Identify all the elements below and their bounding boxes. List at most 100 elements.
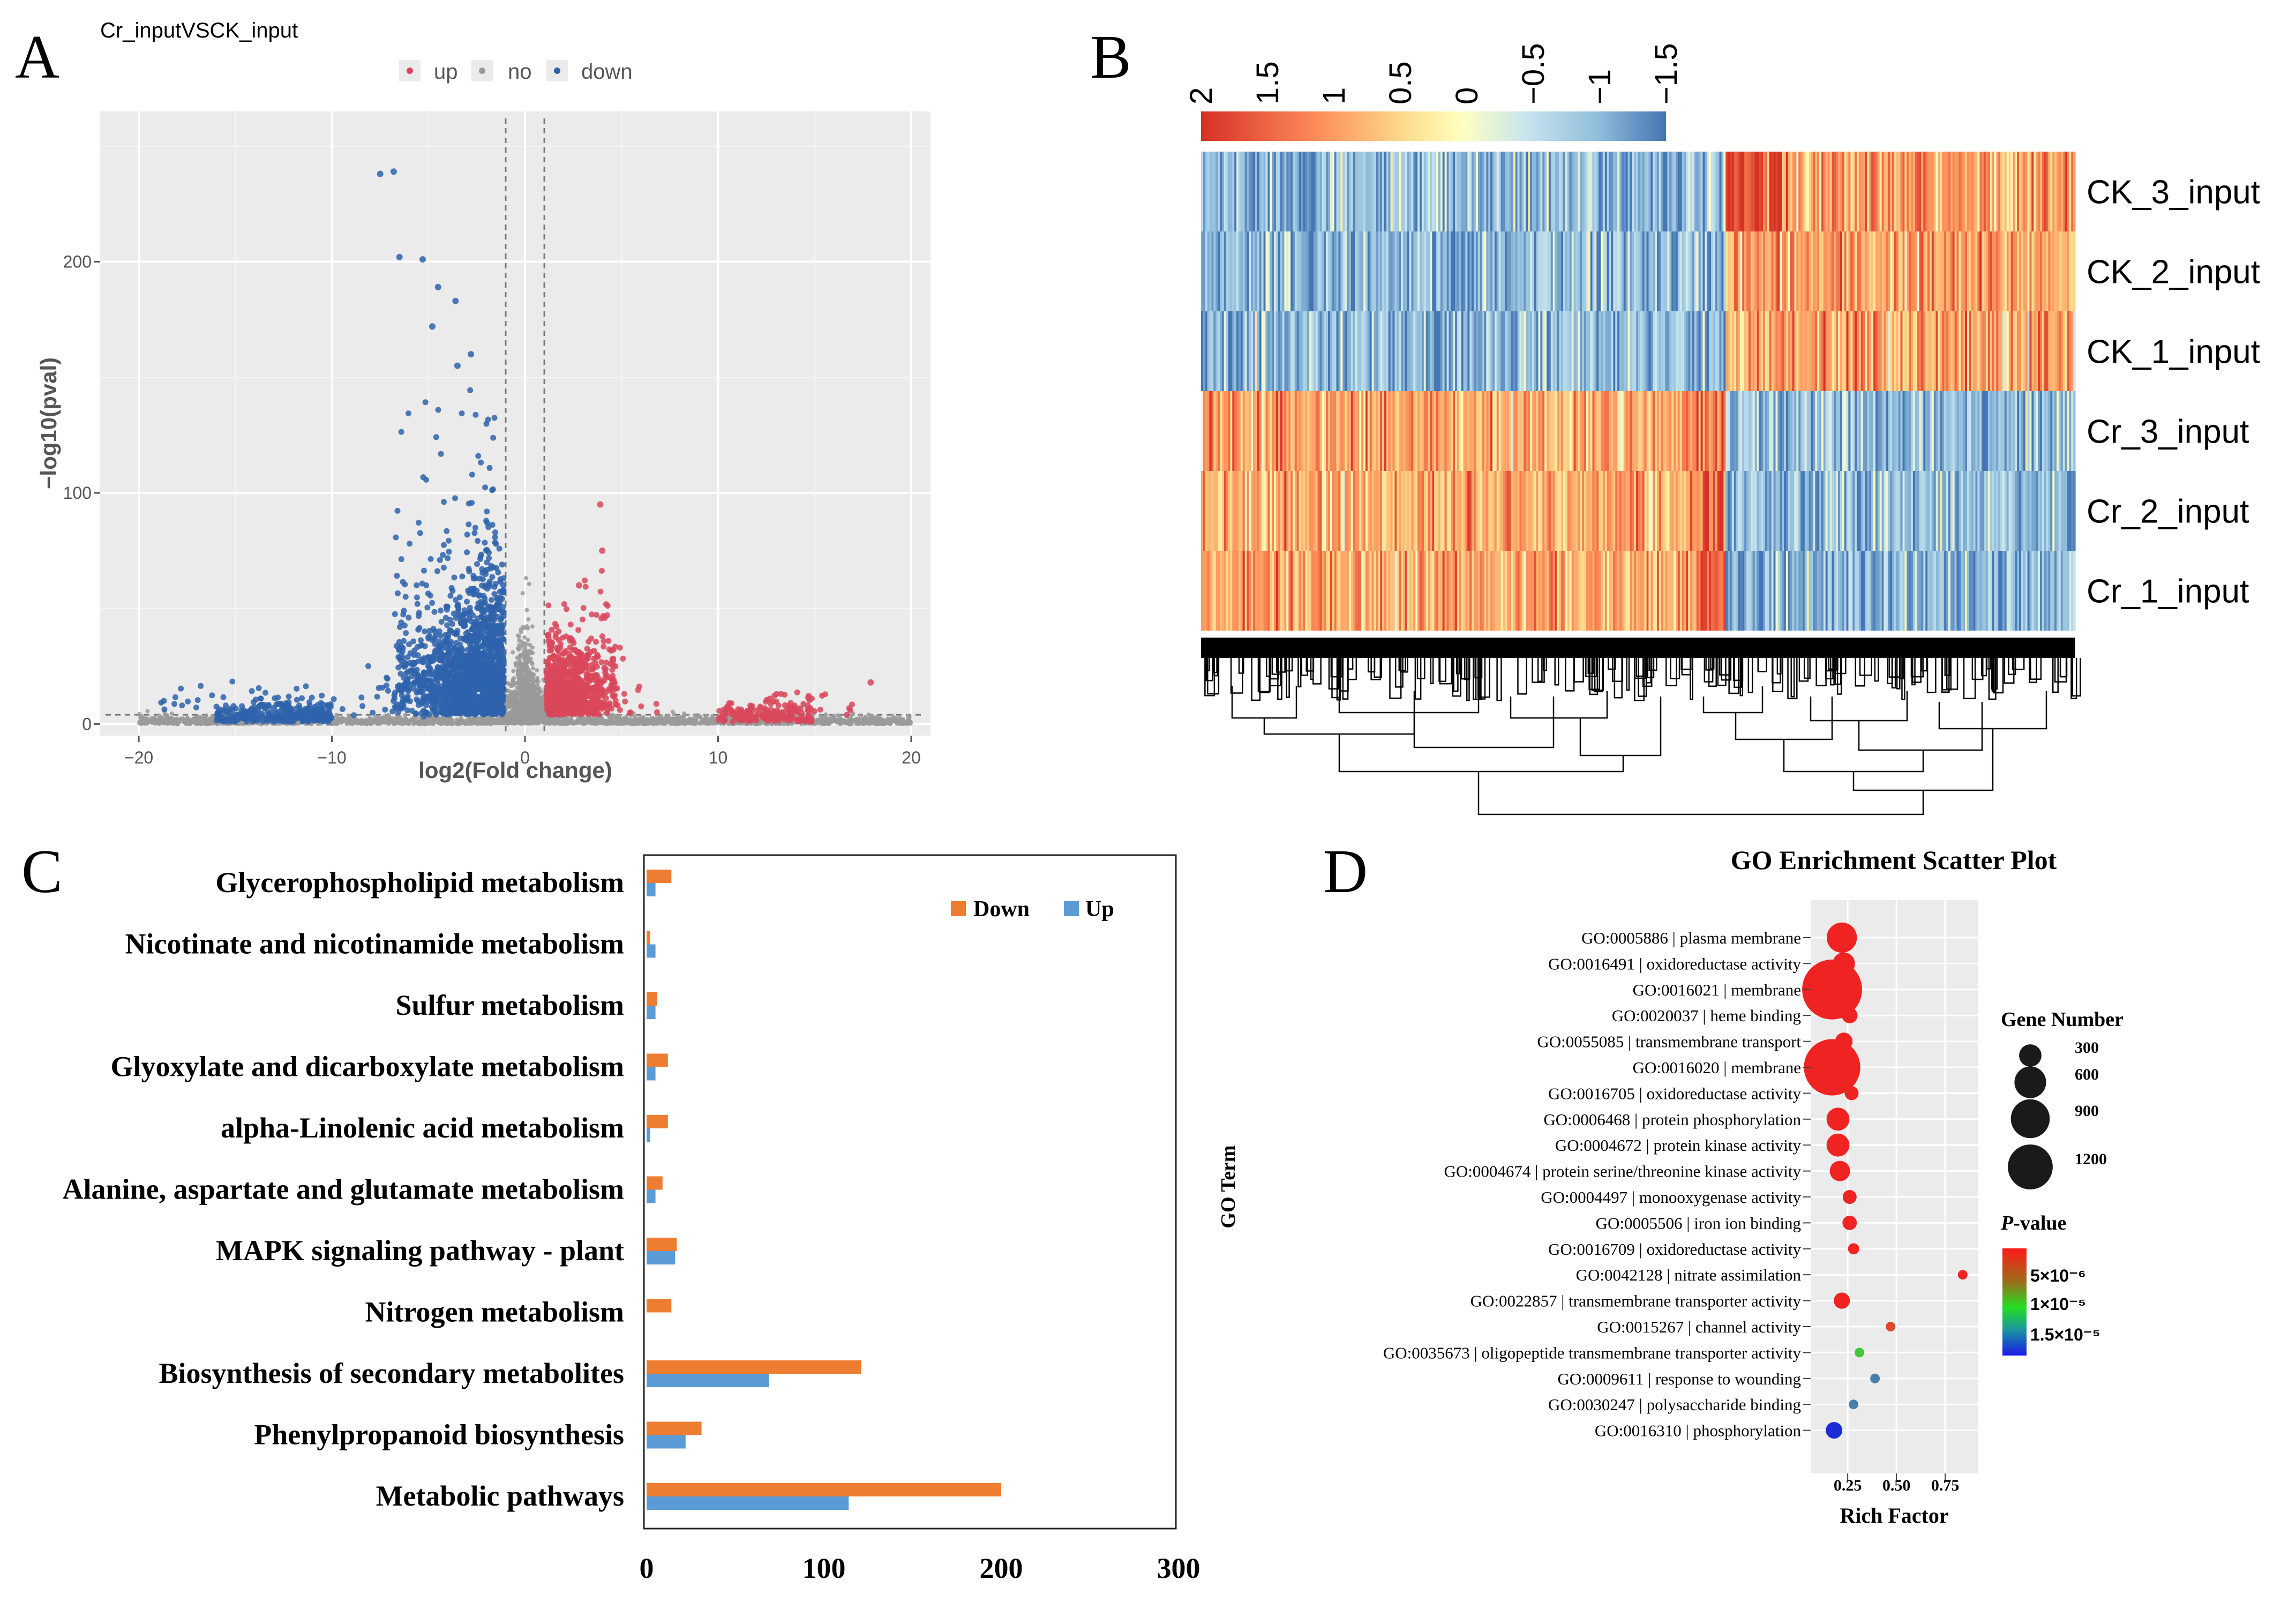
volcano-point <box>484 547 490 553</box>
volcano-point <box>414 667 420 673</box>
volcano-point <box>537 718 542 723</box>
volcano-point <box>530 651 535 655</box>
volcano-point <box>472 684 479 691</box>
volcano-point <box>530 721 535 725</box>
volcano-point <box>476 627 483 633</box>
volcano-point <box>704 722 709 727</box>
volcano-point <box>470 575 477 582</box>
volcano-point <box>524 575 528 580</box>
volcano-point <box>661 717 665 722</box>
volcano-point <box>614 722 619 727</box>
volcano-point <box>484 657 490 664</box>
volcano-point <box>482 665 488 672</box>
volcano-point <box>676 719 681 724</box>
volcano-point <box>438 619 445 625</box>
volcano-point <box>444 607 450 613</box>
volcano-point <box>826 718 830 723</box>
volcano-point <box>531 709 536 714</box>
volcano-point <box>437 656 443 662</box>
volcano-point <box>430 696 436 702</box>
volcano-point <box>431 635 438 641</box>
volcano-point <box>459 410 465 417</box>
volcano-point <box>432 641 438 647</box>
volcano-point <box>396 624 403 630</box>
volcano-point <box>523 648 528 653</box>
volcano-point <box>619 720 624 725</box>
volcano-point <box>262 690 268 696</box>
volcano-point <box>393 534 399 541</box>
volcano-point <box>457 613 463 620</box>
volcano-point <box>440 552 446 558</box>
volcano-point <box>457 700 463 706</box>
volcano-points <box>137 168 913 727</box>
volcano-point <box>850 713 855 717</box>
volcano-point <box>517 673 522 678</box>
volcano-point <box>442 663 449 670</box>
volcano-point <box>435 407 441 413</box>
volcano-point <box>486 672 492 678</box>
volcano-point <box>499 630 505 636</box>
volcano-point <box>499 588 505 594</box>
volcano-point <box>396 645 402 652</box>
volcano-point <box>374 693 380 700</box>
volcano-point <box>365 663 371 669</box>
volcano-point <box>447 593 454 599</box>
volcano-point <box>437 721 441 725</box>
legend-up-key <box>407 68 413 74</box>
volcano-point <box>137 712 142 716</box>
volcano-point <box>422 399 429 406</box>
volcano-point <box>464 549 470 556</box>
volcano-point <box>500 719 505 724</box>
volcano-point <box>535 678 539 683</box>
volcano-point <box>476 662 483 668</box>
volcano-point <box>686 720 691 724</box>
volcano-point <box>511 682 516 686</box>
volcano-point <box>459 573 466 580</box>
volcano-point <box>692 713 697 718</box>
volcano-point <box>471 586 477 592</box>
volcano-point <box>881 721 886 726</box>
volcano-point <box>399 652 405 658</box>
volcano-point <box>454 684 460 691</box>
volcano-point <box>876 722 881 727</box>
volcano-point <box>416 520 422 526</box>
volcano-point <box>425 685 432 692</box>
volcano-point <box>446 641 453 647</box>
volcano-point <box>403 630 409 636</box>
volcano-point <box>526 678 530 683</box>
volcano-point <box>423 476 429 483</box>
volcano-point <box>464 638 470 644</box>
volcano-point <box>143 721 148 726</box>
volcano-point <box>530 645 535 650</box>
volcano-point <box>485 605 492 612</box>
volcano-point <box>467 696 473 702</box>
volcano-point <box>561 717 566 722</box>
volcano-point <box>535 668 539 673</box>
volcano-point <box>491 611 498 617</box>
volcano-point <box>162 717 167 722</box>
volcano-point <box>498 662 505 668</box>
volcano-point <box>437 557 443 563</box>
volcano-point <box>622 715 627 720</box>
volcano-point <box>395 664 402 671</box>
volcano-point <box>820 722 824 727</box>
volcano-point <box>818 714 823 718</box>
volcano-point <box>493 687 500 693</box>
volcano-point <box>478 683 484 689</box>
volcano-point <box>461 705 468 711</box>
volcano-point <box>489 487 496 493</box>
volcano-point <box>897 715 902 719</box>
volcano-point <box>423 670 429 677</box>
volcano-point <box>532 686 537 691</box>
volcano-point <box>477 556 483 562</box>
volcano-point <box>485 524 492 530</box>
volcano-point <box>627 717 632 722</box>
volcano-point <box>475 538 481 544</box>
volcano-point <box>176 717 181 722</box>
volcano-point <box>197 715 202 720</box>
volcano-point <box>498 623 504 630</box>
volcano-point <box>431 609 438 615</box>
volcano-point <box>431 705 438 712</box>
volcano-point <box>531 666 536 671</box>
volcano-point <box>431 653 437 659</box>
